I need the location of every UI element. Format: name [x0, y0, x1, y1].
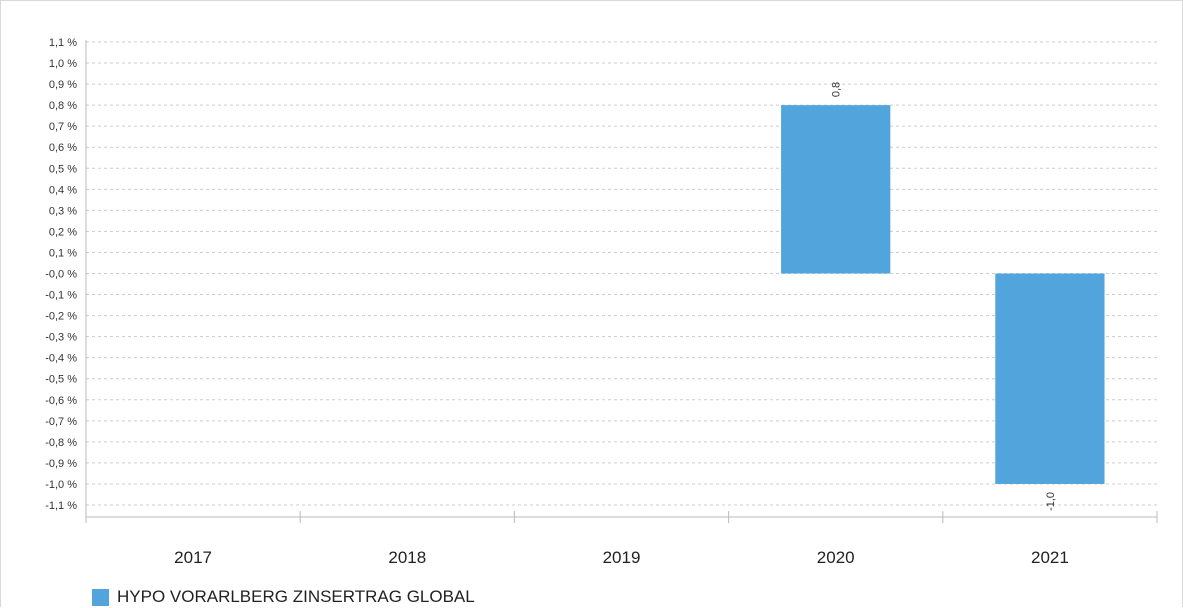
bar: [995, 273, 1105, 484]
data-label: 0,8: [831, 82, 843, 97]
y-tick-label: 0,3 %: [49, 205, 77, 217]
y-tick-label: 0,1 %: [49, 247, 77, 259]
y-tick-label: -1,1 %: [45, 500, 77, 512]
data-label: -1,0: [1045, 492, 1057, 511]
y-tick-label: 0,6 %: [49, 142, 77, 154]
x-tick-label: 2021: [1031, 548, 1069, 567]
y-tick-label: -0,6 %: [45, 395, 77, 407]
x-tick-label: 2018: [388, 548, 426, 567]
y-tick-label: 0,5 %: [49, 163, 77, 175]
x-tick-label: 2020: [817, 548, 855, 567]
y-tick-label: 1,1 %: [49, 37, 77, 49]
legend-label: HYPO VORARLBERG ZINSERTRAG GLOBAL: [117, 587, 475, 606]
y-tick-label: -0,4 %: [45, 353, 77, 365]
y-tick-label: -1,0 %: [45, 479, 77, 491]
y-tick-label: 0,8 %: [49, 100, 77, 112]
legend-swatch: [92, 588, 109, 606]
y-tick-label: -0,3 %: [45, 332, 77, 344]
bar: [781, 105, 891, 274]
y-tick-label: -0,5 %: [45, 374, 77, 386]
y-tick-label: -0,1 %: [45, 290, 77, 302]
y-tick-label: 0,7 %: [49, 121, 77, 133]
y-tick-label: 0,2 %: [49, 226, 77, 238]
x-tick-label: 2019: [603, 548, 641, 567]
y-tick-label: 1,0 %: [49, 58, 77, 70]
y-tick-label: -0,7 %: [45, 416, 77, 428]
y-tick-label: -0,8 %: [45, 437, 77, 449]
legend: HYPO VORARLBERG ZINSERTRAG GLOBAL: [92, 587, 475, 607]
y-tick-label: 0,4 %: [49, 184, 77, 196]
y-tick-label: -0,0 %: [45, 269, 77, 281]
y-tick-label: 0,9 %: [49, 79, 77, 91]
x-tick-label: 2017: [174, 548, 212, 567]
y-tick-label: -0,9 %: [45, 458, 77, 470]
y-tick-label: -0,2 %: [45, 311, 77, 323]
